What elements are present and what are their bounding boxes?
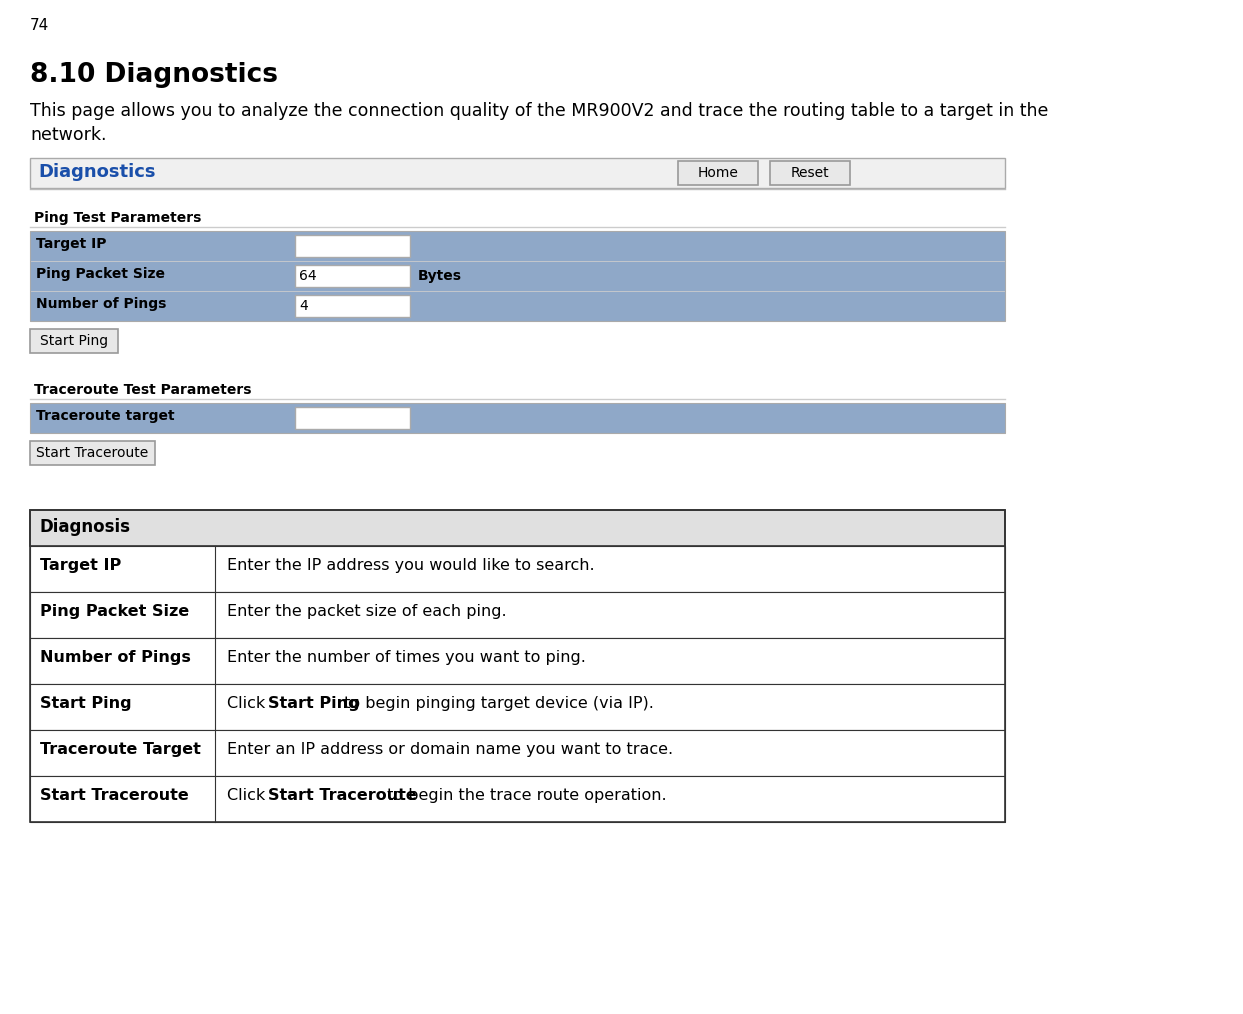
Text: Number of Pings: Number of Pings: [40, 650, 191, 665]
Bar: [30, 684, 1006, 730]
Text: network.: network.: [30, 126, 107, 144]
Bar: [295, 235, 410, 257]
Bar: [30, 403, 1006, 433]
Text: Ping Packet Size: Ping Packet Size: [36, 267, 165, 281]
Bar: [30, 231, 1006, 261]
Text: Start Traceroute: Start Traceroute: [36, 446, 149, 460]
Text: This page allows you to analyze the connection quality of the MR900V2 and trace : This page allows you to analyze the conn…: [30, 102, 1048, 120]
Text: to begin the trace route operation.: to begin the trace route operation.: [382, 788, 666, 803]
Text: Diagnostics: Diagnostics: [39, 163, 155, 182]
Bar: [30, 441, 155, 465]
Text: Traceroute target: Traceroute target: [36, 409, 174, 423]
Text: Reset: Reset: [791, 166, 829, 180]
Bar: [30, 291, 1006, 321]
Text: Target IP: Target IP: [40, 558, 122, 573]
Bar: [30, 510, 1006, 822]
Text: Number of Pings: Number of Pings: [36, 297, 167, 311]
Text: 8.10 Diagnostics: 8.10 Diagnostics: [30, 62, 278, 88]
Text: Ping Packet Size: Ping Packet Size: [40, 604, 189, 619]
Text: Start Traceroute: Start Traceroute: [40, 788, 189, 803]
Bar: [295, 265, 410, 287]
Bar: [30, 231, 1006, 321]
Bar: [30, 510, 1006, 546]
Text: Home: Home: [697, 166, 738, 180]
Bar: [30, 403, 1006, 433]
Text: Start Ping: Start Ping: [40, 696, 132, 711]
Text: Bytes: Bytes: [418, 269, 462, 283]
Text: Enter the packet size of each ping.: Enter the packet size of each ping.: [227, 604, 507, 619]
Text: Enter an IP address or domain name you want to trace.: Enter an IP address or domain name you w…: [227, 742, 674, 757]
Text: Start Ping: Start Ping: [40, 334, 108, 348]
Bar: [295, 295, 410, 317]
Text: Click: Click: [227, 696, 271, 711]
Text: Target IP: Target IP: [36, 237, 107, 251]
Text: Start Ping: Start Ping: [267, 696, 359, 711]
Bar: [30, 730, 1006, 776]
Bar: [30, 776, 1006, 822]
Text: Enter the IP address you would like to search.: Enter the IP address you would like to s…: [227, 558, 594, 573]
Text: Diagnosis: Diagnosis: [40, 518, 131, 536]
Text: Traceroute Target: Traceroute Target: [40, 742, 201, 757]
Text: 74: 74: [30, 18, 50, 33]
Bar: [769, 161, 850, 185]
Text: Enter the number of times you want to ping.: Enter the number of times you want to pi…: [227, 650, 585, 665]
Bar: [30, 329, 118, 353]
Bar: [677, 161, 758, 185]
Bar: [30, 261, 1006, 291]
Bar: [30, 592, 1006, 638]
Text: 4: 4: [300, 299, 308, 313]
Bar: [30, 546, 1006, 592]
Text: to begin pinging target device (via IP).: to begin pinging target device (via IP).: [339, 696, 654, 711]
Text: 64: 64: [300, 269, 317, 283]
Bar: [30, 638, 1006, 684]
Bar: [295, 407, 410, 429]
Text: Click: Click: [227, 788, 271, 803]
Text: Start Traceroute: Start Traceroute: [267, 788, 416, 803]
Text: Ping Test Parameters: Ping Test Parameters: [34, 211, 201, 225]
Bar: [30, 158, 1006, 188]
Text: Traceroute Test Parameters: Traceroute Test Parameters: [34, 383, 251, 397]
